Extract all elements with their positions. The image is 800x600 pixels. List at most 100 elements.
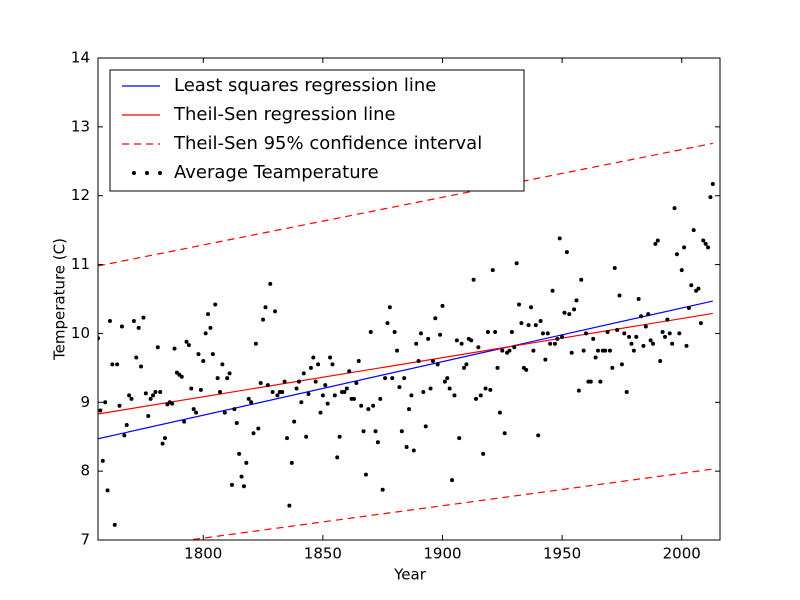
data-point [107,319,112,324]
data-point [359,403,364,408]
y-axis-label: Temperature (C) [51,238,69,361]
legend-label: Average Teamperature [174,162,379,183]
data-point [344,386,349,391]
data-point [103,400,108,405]
data-point [191,407,196,412]
data-point [284,436,289,441]
data-point [641,343,646,348]
data-point [476,345,481,350]
data-point [141,315,146,320]
y-tick-label: 14 [71,49,90,67]
data-point [201,358,206,363]
data-point [273,309,278,314]
data-point [454,338,459,343]
data-point [670,341,675,346]
data-point [483,386,488,391]
data-point [710,182,715,187]
data-point [158,389,163,394]
data-point [634,334,639,339]
data-point [581,348,586,353]
data-point [287,503,292,508]
data-point [540,331,545,336]
data-point [509,330,514,335]
data-point [545,331,550,336]
data-point [500,348,505,353]
data-point [698,321,703,326]
data-point [433,316,438,321]
data-point [253,341,258,346]
data-point [517,302,522,307]
data-point [624,389,629,394]
data-point [213,302,218,307]
data-point [462,365,467,370]
data-point [311,355,316,360]
data-point [294,386,299,391]
data-point [179,374,184,379]
axes-frame [97,57,721,541]
legend-label: Theil-Sen regression line [173,104,396,125]
data-point [679,268,684,273]
data-point [495,365,500,370]
legend-marker [158,171,162,175]
data-point [323,383,328,388]
data-point [265,383,270,388]
data-point [617,293,622,298]
data-point [662,334,667,339]
data-point [411,448,416,453]
data-point [258,381,263,386]
data-point [459,341,464,346]
data-point [395,348,400,353]
data-point [131,319,136,324]
y-tick-label: 13 [71,117,90,135]
data-point [375,440,380,445]
data-point [524,367,529,372]
data-point [220,362,225,367]
data-point [452,393,457,398]
data-point [124,423,129,428]
y-tick-label: 9 [80,393,90,411]
data-point [674,252,679,257]
data-point [564,250,569,255]
data-point [122,433,127,438]
data-point [557,236,562,241]
data-point [667,331,672,336]
data-point [591,336,596,341]
data-point [234,420,239,425]
data-point [182,419,187,424]
data-point [469,338,474,343]
data-point [397,385,402,390]
data-point [215,376,220,381]
data-point [162,436,167,441]
data-point [660,330,665,335]
data-point [502,431,507,436]
data-point [438,332,443,337]
data-point [648,338,653,343]
data-point [457,436,462,441]
legend-marker [145,171,149,175]
data-point [361,429,366,434]
data-point [160,441,165,446]
data-point [538,319,543,324]
confidence-line [98,142,713,267]
data-point [610,365,615,370]
data-point [261,317,266,322]
data-point [603,348,608,353]
data-point [512,345,517,350]
data-point [507,348,512,353]
data-point [301,371,306,376]
data-point [139,364,144,369]
data-point [464,362,469,367]
data-point [399,429,404,434]
data-point [100,458,105,463]
data-point [435,362,440,367]
data-point [198,387,203,392]
data-point [251,431,256,436]
data-point [110,362,115,367]
data-point [552,341,557,346]
data-point [117,403,122,408]
data-point [129,396,134,401]
data-point [605,330,610,335]
data-point [414,341,419,346]
data-point [153,389,158,394]
